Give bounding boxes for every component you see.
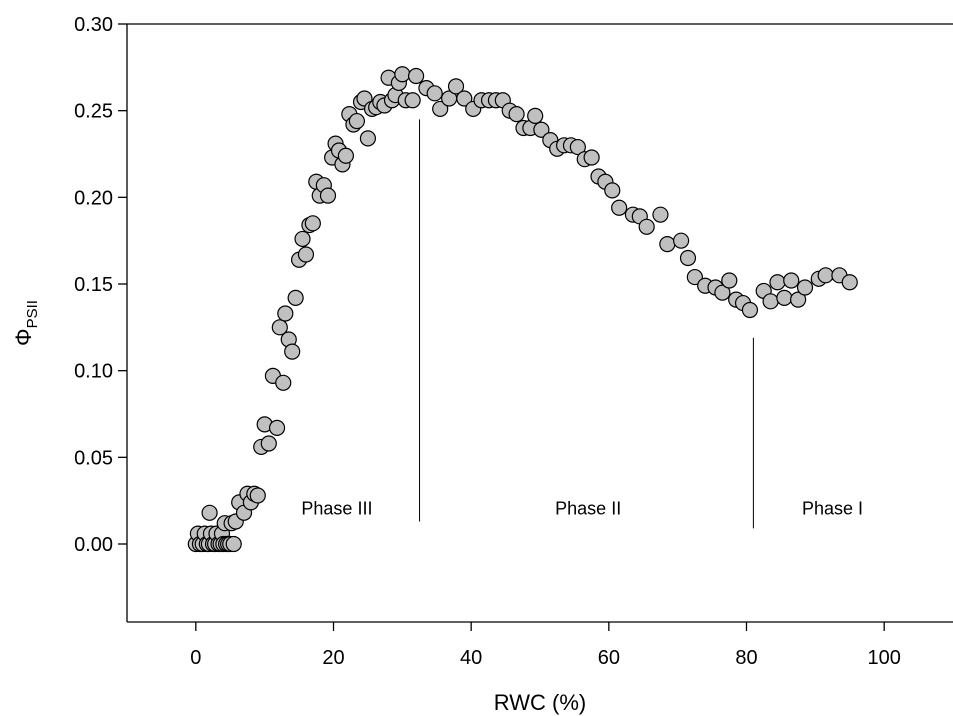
x-tick-label: 40 xyxy=(460,647,482,669)
data-point xyxy=(297,246,315,263)
phase-label: Phase I xyxy=(802,499,863,519)
y-axis-title-main: Φ xyxy=(11,328,36,346)
plot-frame xyxy=(126,23,953,623)
data-point xyxy=(271,319,288,336)
data-point xyxy=(611,199,628,216)
data-point xyxy=(294,230,311,248)
data-point xyxy=(790,291,807,308)
y-axis-title: ΦPSII xyxy=(11,300,41,346)
x-tick-label: 60 xyxy=(598,647,620,669)
y-axis-ticks: 0.00 0.05 0.10 0.15 0.20 0.25 0.30 xyxy=(74,14,127,556)
data-point xyxy=(714,284,731,301)
data-point xyxy=(508,106,525,123)
phase-dividers xyxy=(419,119,754,529)
phase-labels: Phase III Phase II Phase I xyxy=(301,499,863,519)
data-point xyxy=(569,138,586,156)
y-axis-title-subscript: PSII xyxy=(24,300,41,328)
data-point xyxy=(533,121,550,138)
data-point xyxy=(348,112,366,130)
data-point xyxy=(284,343,301,360)
y-tick-label: 0.05 xyxy=(74,447,113,469)
x-tick-label: 100 xyxy=(867,647,900,669)
y-tick-label: 0.10 xyxy=(74,361,113,383)
x-tick-label: 0 xyxy=(190,647,201,669)
data-point xyxy=(783,272,800,289)
data-point xyxy=(638,218,655,235)
data-point xyxy=(426,85,443,102)
data-point xyxy=(659,236,676,253)
data-point xyxy=(225,535,242,553)
data-point xyxy=(679,249,697,267)
y-tick-label: 0.20 xyxy=(74,187,113,209)
data-point xyxy=(287,289,304,306)
data-point xyxy=(741,301,759,319)
data-point xyxy=(249,487,266,504)
data-point xyxy=(359,130,377,147)
data-point xyxy=(776,289,793,306)
data-point xyxy=(432,100,449,118)
phase-label: Phase II xyxy=(555,499,621,519)
data-point xyxy=(841,274,858,291)
x-tick-label: 80 xyxy=(735,647,757,669)
data-point xyxy=(275,374,292,391)
data-point xyxy=(721,272,738,289)
y-tick-label: 0.15 xyxy=(74,274,113,296)
data-point xyxy=(583,149,600,166)
data-point xyxy=(268,419,286,436)
data-points xyxy=(187,66,858,553)
y-tick-label: 0.30 xyxy=(74,14,113,36)
data-point xyxy=(394,66,411,83)
data-point xyxy=(527,107,544,124)
data-point xyxy=(686,268,703,286)
data-point xyxy=(447,78,465,95)
y-tick-label: 0.00 xyxy=(74,534,113,556)
data-point xyxy=(796,279,814,296)
phase-label: Phase III xyxy=(301,499,372,519)
data-point xyxy=(769,274,786,291)
data-point xyxy=(762,293,779,310)
data-point xyxy=(817,267,834,284)
x-axis-ticks: 0 20 40 60 80 100 xyxy=(190,622,901,669)
x-tick-label: 20 xyxy=(322,647,344,669)
data-point xyxy=(319,187,337,204)
data-point xyxy=(201,504,218,521)
data-point xyxy=(337,147,354,164)
data-point xyxy=(260,435,277,452)
data-point xyxy=(404,92,421,109)
data-point xyxy=(604,182,621,199)
x-axis-title: RWC (%) xyxy=(494,690,586,715)
y-tick-label: 0.25 xyxy=(74,101,113,123)
data-point xyxy=(456,90,473,107)
data-point xyxy=(652,206,669,223)
data-point xyxy=(673,232,690,249)
data-point xyxy=(304,215,321,232)
data-point xyxy=(277,305,294,322)
data-point xyxy=(408,67,425,85)
